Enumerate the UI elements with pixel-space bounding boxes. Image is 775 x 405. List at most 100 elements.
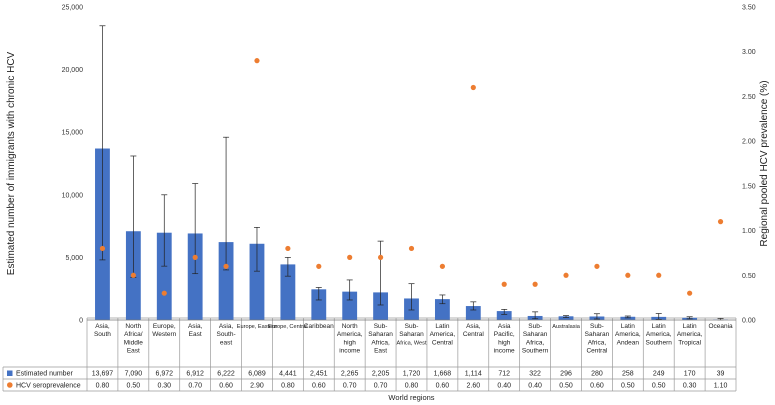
prevalence-point bbox=[687, 290, 693, 296]
table-cell-estimated: 2,265 bbox=[341, 371, 359, 378]
y-tick-label: 20,000 bbox=[62, 67, 84, 74]
category-label: South- bbox=[216, 331, 235, 338]
category-label: high bbox=[344, 339, 357, 346]
y-tick-label: 10,000 bbox=[62, 192, 84, 199]
legend-bar-swatch bbox=[7, 370, 13, 376]
bar bbox=[156, 232, 172, 320]
table-cell-estimated: 13,697 bbox=[92, 371, 114, 378]
category-label: America, bbox=[615, 331, 641, 338]
category-label: Asia, bbox=[188, 323, 203, 330]
table-cell-prevalence: 0.80 bbox=[405, 383, 419, 390]
table-cell-estimated: 258 bbox=[622, 371, 634, 378]
category-label: Saharan bbox=[523, 331, 548, 338]
category-label: Tropical bbox=[678, 339, 701, 346]
plot-area: 0 5,000 10,000 15,000 20,000 25,000 0.00 0.50 1.… bbox=[2, 5, 756, 392]
category-label: Africa, bbox=[588, 339, 607, 346]
table-cell-estimated: 1,668 bbox=[434, 371, 452, 378]
prevalence-point bbox=[99, 245, 106, 252]
table-cell-estimated: 296 bbox=[560, 371, 572, 378]
y-axis-label-group: Estimated number of immigrants with chro… bbox=[6, 51, 17, 275]
table-cell-prevalence: 0.60 bbox=[590, 383, 604, 390]
table-cell-prevalence: 0.80 bbox=[96, 383, 110, 390]
bar bbox=[434, 299, 450, 320]
table-cell-prevalence: 0.80 bbox=[281, 383, 295, 390]
table-cell-estimated: 712 bbox=[498, 371, 510, 378]
category-label: Sub- bbox=[374, 323, 388, 330]
y-tick-label: 0 bbox=[79, 318, 83, 325]
prevalence-point bbox=[377, 254, 384, 260]
x-axis-label: World regions bbox=[388, 393, 434, 402]
table-cell-prevalence: 0.70 bbox=[343, 383, 357, 390]
table-cell-prevalence: 0.50 bbox=[127, 383, 141, 390]
category-label: Asia, bbox=[466, 323, 481, 330]
table-cell-prevalence: 0.60 bbox=[312, 383, 326, 390]
category-label: Sub- bbox=[405, 323, 419, 330]
category-label: Latin bbox=[621, 323, 635, 330]
table-cell-prevalence: 2.60 bbox=[466, 383, 480, 390]
category-label: Southern bbox=[646, 339, 673, 346]
table-cell-estimated: 7,090 bbox=[125, 371, 143, 378]
prevalence-point bbox=[501, 281, 507, 287]
table-cell-prevalence: 0.70 bbox=[188, 383, 202, 390]
prevalence-point bbox=[347, 254, 353, 260]
y-tick-label: 25,000 bbox=[62, 5, 84, 12]
table-cell-prevalence: 0.70 bbox=[374, 383, 388, 390]
legend-entry-estimated: Estimated number bbox=[16, 371, 73, 378]
y2-tick-label: 0.50 bbox=[742, 273, 756, 280]
category-label: East bbox=[374, 348, 387, 355]
category-label: Latin bbox=[683, 323, 697, 330]
bar bbox=[342, 291, 358, 320]
y2-tick-label: 2.00 bbox=[742, 139, 756, 146]
category-label: Andean bbox=[617, 339, 640, 346]
category-label: Africa/ bbox=[124, 331, 143, 338]
bar bbox=[465, 306, 481, 320]
category-label: Southern bbox=[522, 348, 549, 355]
category-label: Europe, Eastern bbox=[237, 324, 277, 330]
bar bbox=[311, 289, 327, 320]
y-axis-label: Estimated number of immigrants with chro… bbox=[6, 51, 17, 275]
table-cell-estimated: 6,222 bbox=[217, 371, 235, 378]
bar bbox=[249, 243, 265, 320]
y2-tick-label: 3.50 bbox=[742, 5, 756, 12]
category-label: Central bbox=[586, 348, 608, 355]
category-label: high bbox=[498, 339, 511, 346]
category-label: income bbox=[339, 348, 360, 355]
table-cell-estimated: 280 bbox=[591, 371, 603, 378]
y-tick-label: 15,000 bbox=[62, 130, 84, 137]
category-label: Latin bbox=[652, 323, 666, 330]
table-cell-estimated: 170 bbox=[684, 371, 696, 378]
category-label: Oceania bbox=[708, 323, 733, 330]
prevalence-point bbox=[594, 263, 600, 269]
y2-axis-label-group: Regional pooled HCV prevalence (%) bbox=[759, 80, 770, 246]
category-label: Central bbox=[463, 331, 485, 338]
y2-tick-label: 0.00 bbox=[742, 318, 756, 325]
table-cell-prevalence: 1.10 bbox=[714, 383, 728, 390]
y2-tick-label: 1.00 bbox=[742, 228, 756, 235]
prevalence-point bbox=[470, 84, 476, 91]
table-cell-estimated: 6,972 bbox=[155, 371, 173, 378]
bar bbox=[620, 316, 636, 320]
y-tick-label: 5,000 bbox=[65, 255, 83, 262]
category-label: Sub- bbox=[528, 323, 542, 330]
category-label: Middle bbox=[124, 339, 144, 346]
table-cell-prevalence: 0.50 bbox=[652, 383, 666, 390]
category-label: Australasia bbox=[552, 324, 581, 330]
prevalence-point bbox=[625, 272, 631, 278]
prevalence-point bbox=[316, 263, 322, 269]
table-cell-estimated: 322 bbox=[529, 371, 541, 378]
y2-tick-label: 3.00 bbox=[742, 49, 756, 56]
legend-dot-swatch bbox=[7, 382, 13, 388]
category-label: East bbox=[189, 331, 202, 338]
table-cell-estimated: 2,451 bbox=[310, 371, 328, 378]
category-label: Central bbox=[432, 339, 454, 346]
table-cell-prevalence: 0.40 bbox=[497, 383, 511, 390]
prevalence-point bbox=[563, 272, 569, 278]
category-label: Saharan bbox=[368, 331, 393, 338]
category-label: Western bbox=[152, 331, 176, 338]
category-label: Saharan bbox=[399, 331, 424, 338]
table-cell-prevalence: 0.30 bbox=[683, 383, 697, 390]
table-cell-prevalence: 0.50 bbox=[559, 383, 573, 390]
prevalence-point bbox=[254, 58, 260, 64]
category-label: Pacific, bbox=[494, 331, 515, 338]
